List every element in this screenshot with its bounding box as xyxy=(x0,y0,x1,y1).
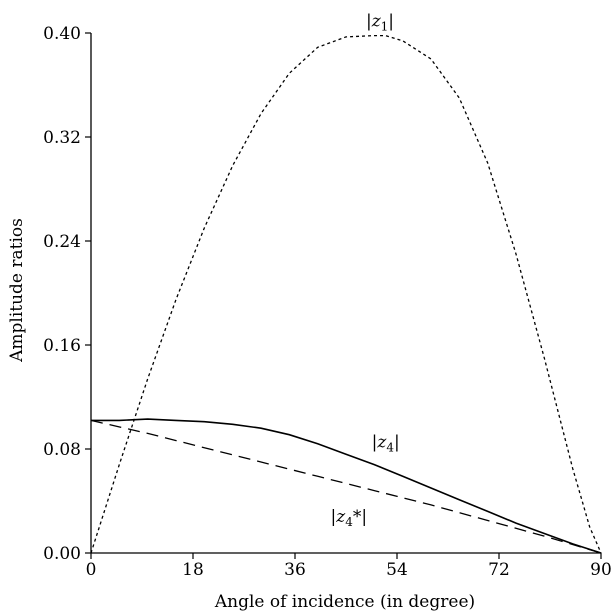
series-z4-line xyxy=(91,418,602,554)
axes: 0.00 0.08 0.16 0.24 0.32 0.40 0 18 36 54 72 90 xyxy=(43,24,612,580)
y-tick-label: 0.08 xyxy=(43,440,81,460)
y-tick-label: 0.40 xyxy=(43,24,81,44)
x-tick-label: 36 xyxy=(284,560,306,580)
series-label-z4: |z4| xyxy=(372,433,400,455)
series-z4-star-line xyxy=(90,419,602,554)
x-tick-label: 54 xyxy=(386,560,408,580)
y-tick-label: 0.24 xyxy=(43,232,81,252)
x-axis-title: Angle of incidence (in degree) xyxy=(214,592,475,612)
series-labels: |z1| |z4| |z4*| xyxy=(331,12,400,529)
x-tick-label: 72 xyxy=(488,560,510,580)
x-tick-label: 18 xyxy=(182,560,204,580)
series-z1-line xyxy=(90,34,602,554)
y-axis-title: Amplitude ratios xyxy=(7,218,27,363)
y-tick-label: 0.16 xyxy=(43,336,81,356)
y-tick-label: 0.00 xyxy=(43,544,81,564)
series-layer xyxy=(90,34,602,554)
series-label-z1: |z1| xyxy=(366,12,394,34)
x-tick-label: 0 xyxy=(86,560,97,580)
series-label-z4-star: |z4*| xyxy=(331,507,368,529)
y-tick-label: 0.32 xyxy=(43,128,81,148)
x-tick-label: 90 xyxy=(590,560,612,580)
